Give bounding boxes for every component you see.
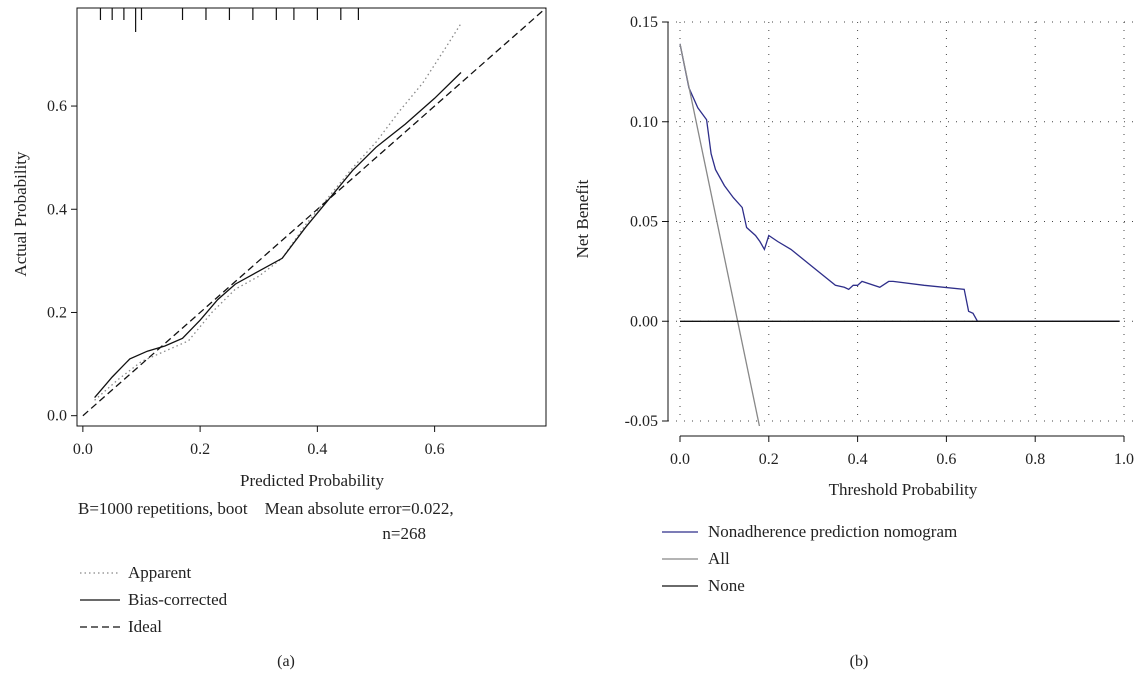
legend: Nonadherence prediction nomogram All None [662,522,957,595]
y-tick-label: 0.00 [630,313,658,330]
x-tick-label: 0.0 [670,451,690,468]
y-tick-label: 0.4 [47,201,67,218]
legend-label: Ideal [128,617,162,636]
legend-label: Apparent [128,563,192,582]
series-line-ideal [82,8,546,417]
legend-label: None [708,576,745,595]
x-tick-label: 0.4 [848,451,868,468]
x-axis-label: Predicted Probability [240,471,385,490]
y-axis-ticks: -0.05 0.00 0.05 0.10 0.15 [625,14,668,430]
series-line-nonadherence-prediction-nomogram [679,43,1120,322]
y-tick-label: 0.10 [630,114,658,131]
grid [668,21,1136,422]
caption-line-1: B=1000 repetitions, boot Mean absolute e… [78,499,454,518]
x-tick-label: 0.2 [759,451,779,468]
y-axis-label: Actual Probability [11,151,30,277]
x-tick-label: 0.6 [936,451,956,468]
legend-label: Bias-corrected [128,590,228,609]
x-tick-label: 0.8 [1025,451,1045,468]
x-axis-label: Threshold Probability [829,480,978,499]
y-tick-label: 0.15 [630,14,658,31]
decision-curves [679,43,1120,426]
caption-line-2: n=268 [382,524,426,543]
panel-label-a: (a) [277,653,295,670]
legend: Apparent Bias-corrected Ideal [80,563,228,636]
x-tick-label: 1.0 [1114,451,1134,468]
y-axis-label: Net Benefit [573,179,592,258]
rug-marks [99,8,359,32]
x-axis-ticks: 0.0 0.2 0.4 0.6 [73,426,445,458]
y-tick-label: -0.05 [625,413,658,430]
plot-frame [76,7,547,427]
legend-label: All [708,549,730,568]
x-tick-label: 0.4 [307,441,327,458]
series-line-apparent [94,23,462,401]
decision-curve-panel: 0.0 0.2 0.4 0.6 0.8 1.0 -0.05 0.00 0.05 0.10 0.15… [573,14,1136,670]
x-tick-label: 0.0 [73,441,93,458]
calibration-panel: 0.0 0.2 0.4 0.6 0.0 0.2 0.4 0.6 Predicted Prob… [11,7,547,670]
y-tick-label: 0.2 [47,304,67,321]
y-tick-label: 0.0 [47,408,67,425]
legend-label: Nonadherence prediction nomogram [708,522,957,541]
x-tick-label: 0.2 [190,441,210,458]
y-tick-label: 0.05 [630,214,658,231]
y-tick-label: 0.6 [47,98,67,115]
series-line-all [679,43,761,426]
y-axis-ticks: 0.0 0.2 0.4 0.6 [47,98,77,425]
series-line-bias-corrected [94,72,462,399]
x-axis-ticks: 0.0 0.2 0.4 0.6 0.8 1.0 [670,436,1134,468]
x-tick-label: 0.6 [425,441,445,458]
calibration-curves [82,8,546,417]
panel-label-b: (b) [850,653,869,670]
